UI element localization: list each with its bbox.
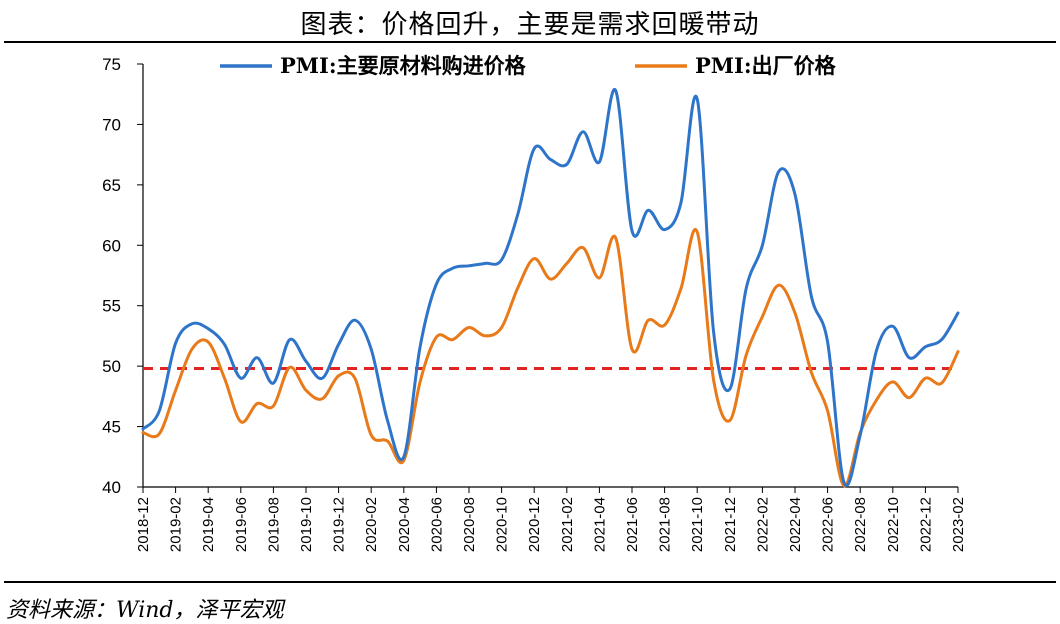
x-tick-label: 2022-04	[787, 497, 804, 552]
x-tick-label: 2021-04	[591, 497, 608, 552]
x-tick-label: 2019-10	[298, 497, 315, 552]
series-lines	[141, 88, 960, 488]
y-axis-ticks: 40 45 50 55 60 65 70 75	[102, 55, 143, 497]
x-axis-ticks: 2018-12 2019-02 2019-04 2019-06 2019-08 2019-…	[135, 487, 967, 552]
x-tick-label: 2023-02	[950, 497, 967, 552]
y-tick-label: 50	[102, 357, 121, 376]
x-tick-label: 2021-06	[624, 497, 641, 552]
x-tick-label: 2020-08	[461, 497, 478, 552]
x-tick-label: 2020-10	[494, 497, 511, 552]
y-tick-label: 45	[102, 418, 121, 437]
legend-label: PMI:出厂价格	[695, 53, 837, 78]
x-tick-label: 2019-06	[233, 497, 250, 552]
legend-label: PMI:主要原材料购进价格	[280, 53, 527, 78]
x-tick-label: 2019-02	[168, 497, 185, 552]
x-tick-label: 2022-12	[917, 497, 934, 552]
x-tick-label: 2021-08	[657, 497, 674, 552]
legend: PMI:主要原材料购进价格 PMI:出厂价格	[220, 53, 837, 78]
y-tick-label: 65	[102, 176, 121, 195]
x-tick-label: 2021-02	[559, 497, 576, 552]
x-tick-label: 2019-04	[200, 497, 217, 552]
chart-title: 图表：价格回升，主要是需求回暖带动	[300, 10, 760, 40]
x-tick-label: 2018-12	[135, 497, 152, 552]
y-tick-label: 55	[102, 297, 121, 316]
axes	[142, 64, 958, 488]
y-tick-label: 60	[102, 236, 121, 255]
x-tick-label: 2020-06	[428, 497, 445, 552]
x-tick-label: 2022-06	[820, 497, 837, 552]
series-output-price-line	[141, 228, 960, 488]
x-tick-label: 2022-02	[754, 497, 771, 552]
x-tick-label: 2020-02	[363, 497, 380, 552]
source-note: 资料来源：Wind，泽平宏观	[6, 598, 284, 623]
x-tick-label: 2020-04	[396, 497, 413, 552]
series-purchase-price-line	[141, 88, 960, 487]
x-tick-label: 2020-12	[526, 497, 543, 552]
x-tick-label: 2021-10	[689, 497, 706, 552]
x-tick-label: 2021-12	[722, 497, 739, 552]
y-tick-label: 40	[102, 478, 121, 497]
x-tick-label: 2019-08	[265, 497, 282, 552]
y-tick-label: 70	[102, 115, 121, 134]
y-tick-label: 75	[102, 55, 121, 74]
x-tick-label: 2019-12	[331, 497, 348, 552]
x-tick-label: 2022-08	[852, 497, 869, 552]
x-tick-label: 2022-10	[885, 497, 902, 552]
